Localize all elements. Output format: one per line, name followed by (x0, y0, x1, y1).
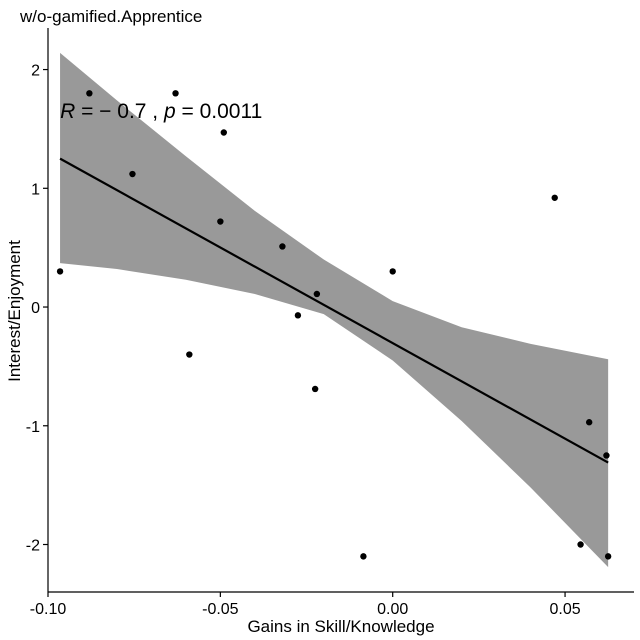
data-point (279, 243, 286, 250)
data-point (86, 90, 93, 97)
annotation-part: p (163, 100, 176, 123)
axes-layer: -0.10 -0.05 0.00 0.05 -2 -1 0 1 2 (26, 28, 634, 618)
data-point (217, 218, 224, 225)
data-point (172, 90, 179, 97)
y-tick-label: -2 (26, 538, 40, 555)
annotation-part: = − 0.7 , (75, 100, 164, 123)
x-tick-label: -0.05 (202, 601, 239, 618)
x-tick-label: -0.10 (30, 601, 67, 618)
data-point (129, 170, 136, 178)
annotation-part: = 0.0011 (176, 100, 263, 123)
data-point (294, 312, 302, 319)
x-tick-label: 0.00 (377, 601, 408, 618)
data-point (311, 385, 319, 393)
data-point (604, 553, 612, 560)
regression-line (59, 157, 609, 464)
data-point (360, 553, 367, 560)
y-tick-label: 0 (31, 300, 40, 317)
data-point (577, 541, 584, 548)
y-tick-label: -1 (26, 419, 40, 436)
data-points-layer (56, 90, 612, 560)
annotation-part: R (60, 100, 75, 123)
data-point (313, 290, 321, 298)
data-point (603, 452, 610, 459)
y-tick-label: 1 (31, 181, 40, 198)
y-axis-title: Interest/Enjoyment (5, 240, 24, 382)
data-point (56, 268, 64, 275)
chart-title: w/o-gamified.Apprentice (19, 7, 202, 26)
data-point (585, 419, 593, 426)
x-axis-title: Gains in Skill/Knowledge (247, 617, 434, 636)
data-point (186, 351, 193, 358)
y-tick-label: 2 (31, 63, 40, 80)
data-point (551, 194, 558, 201)
x-tick-label: 0.05 (549, 601, 580, 618)
regression-line-layer (59, 157, 609, 464)
data-point (220, 129, 227, 136)
data-point (389, 268, 396, 275)
correlation-annotation: R = − 0.7 , p = 0.0011 (60, 100, 262, 123)
